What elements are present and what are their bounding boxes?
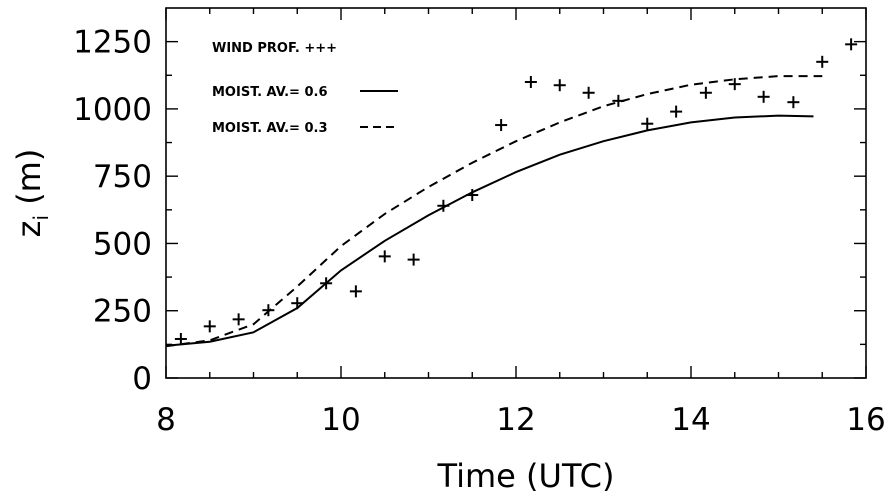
wind-profiler-point — [699, 86, 712, 99]
wind-profiler-point — [232, 313, 245, 326]
x-tick-label: 10 — [321, 402, 360, 438]
wind-profiler-point — [641, 117, 654, 130]
wind-profiler-point — [757, 90, 770, 103]
chart-axes: 8 10 12 14 16 0 250 500 750 1000 1250 Time (UTC) zi … — [10, 7, 886, 495]
y-tick-label: 250 — [93, 294, 152, 330]
wind-profiler-point — [816, 55, 829, 68]
chart-legend: WIND PROF. +++ MOIST. AV.= 0.6 MOIST. AV.=… — [212, 41, 398, 136]
x-tick-label: 12 — [496, 402, 535, 438]
x-axis-title: Time (UTC) — [437, 457, 615, 495]
y-tick-label: 0 — [132, 361, 152, 397]
y-tick-label: 500 — [93, 226, 152, 262]
wind-profiler-point — [553, 79, 566, 92]
legend-entry-label: MOIST. AV.= 0.6 — [212, 85, 328, 100]
x-tick-label: 8 — [156, 402, 176, 438]
moist-av-0-3-line — [165, 75, 823, 348]
wind-profiler-point — [728, 78, 741, 91]
wind-profiler-point — [495, 119, 508, 132]
chart-marks — [165, 38, 858, 348]
moist-av-0-6-line — [165, 114, 814, 347]
y-tick-label: 750 — [93, 159, 152, 195]
wind-profiler-point — [174, 332, 187, 345]
y-axis-title: zi (m) — [10, 149, 53, 238]
wind-profiler-point — [407, 253, 420, 266]
wind-profiler-point — [203, 320, 216, 333]
wind-profiler-point — [582, 86, 595, 99]
y-tick-label: 1250 — [73, 25, 152, 61]
wind-profiler-point — [378, 250, 391, 263]
wind-profiler-point — [524, 76, 537, 88]
x-tick-label: 14 — [671, 402, 710, 438]
x-tick-label: 16 — [846, 402, 885, 438]
legend-entry-label: MOIST. AV.= 0.3 — [212, 121, 328, 136]
legend-entry-label: WIND PROF. +++ — [212, 41, 337, 56]
wind-profiler-point — [787, 96, 800, 109]
wind-profiler-point — [670, 105, 683, 118]
wind-profiler-point — [349, 285, 362, 298]
y-tick-label: 1000 — [73, 92, 152, 128]
wind-profiler-point — [845, 38, 858, 51]
